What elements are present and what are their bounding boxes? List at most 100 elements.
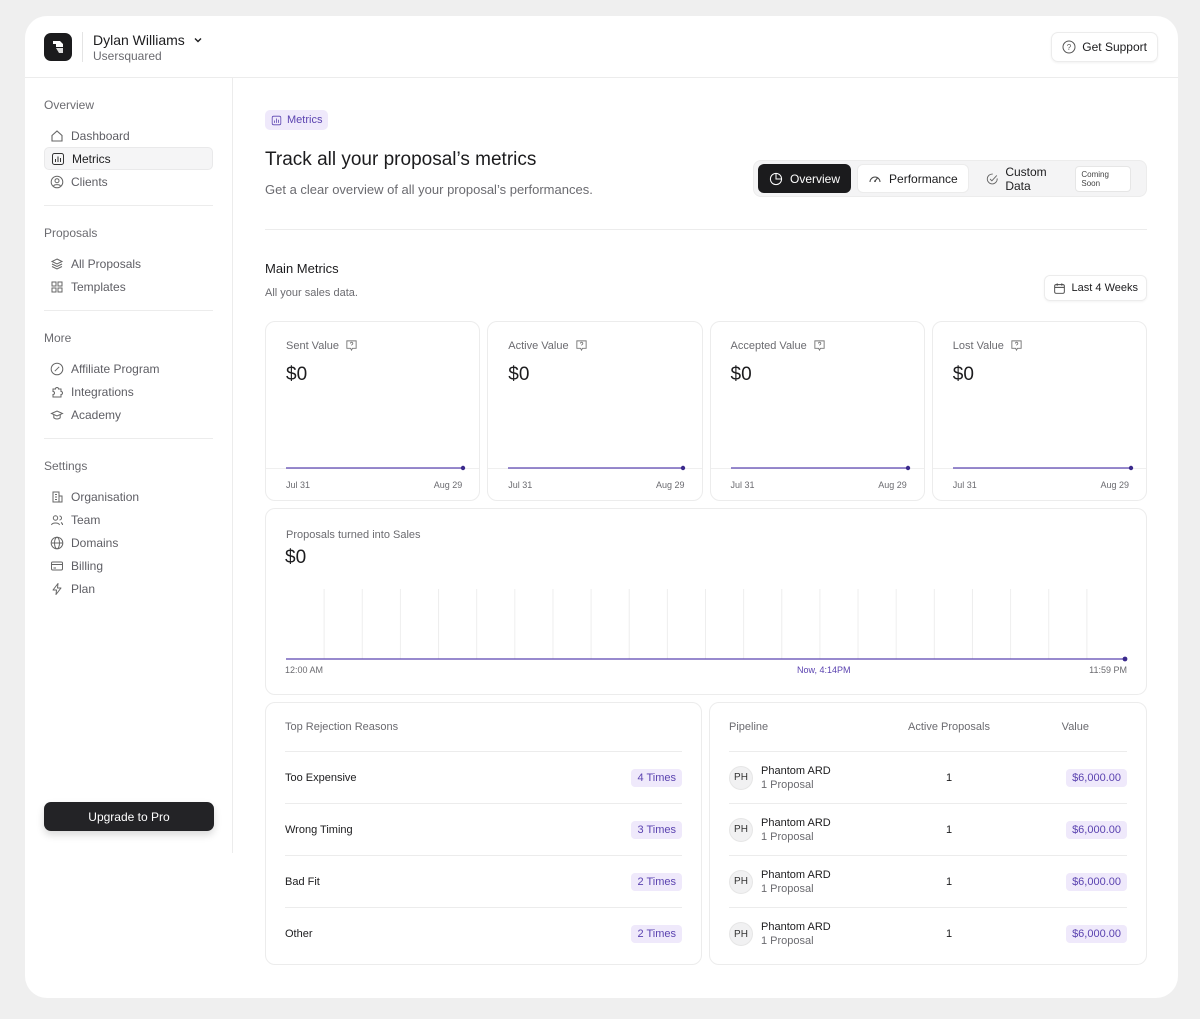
- list-item: Other 2 Times: [285, 908, 682, 960]
- pipeline-sub: 1 Proposal: [761, 882, 814, 895]
- table-row[interactable]: PH Phantom ARD 1 Proposal 1 $6,000.00: [729, 908, 1127, 960]
- puzzle-icon: [52, 386, 63, 397]
- graduation-cap-icon: [50, 409, 64, 419]
- page-title: Track all your proposal’s metrics: [265, 149, 537, 170]
- metric-card-sent: Sent Value $0 Jul 31 Aug 29: [265, 321, 481, 501]
- credit-card-icon: [51, 561, 63, 570]
- sidebar-item-organisation[interactable]: Organisation: [44, 485, 213, 508]
- app-window: Dylan Williams Usersquared ? Get Support…: [25, 16, 1178, 998]
- sidebar-item-label: Clients: [71, 174, 108, 189]
- table-row[interactable]: PH Phantom ARD 1 Proposal 1 $6,000.00: [729, 752, 1127, 804]
- check-circle-icon: [986, 173, 998, 184]
- sidebar-item-templates[interactable]: Templates: [44, 275, 213, 298]
- tab-label: Overview: [790, 171, 841, 186]
- help-message-icon[interactable]: [813, 339, 826, 352]
- rejection-list: Too Expensive 4 Times Wrong Timing 3 Tim…: [285, 752, 682, 960]
- sparkline: [286, 465, 466, 471]
- sidebar-item-affiliate-program[interactable]: Affiliate Program: [44, 357, 213, 380]
- user-switcher[interactable]: Dylan Williams Usersquared: [82, 32, 203, 63]
- sales-endpoint: [1122, 656, 1128, 662]
- avatar: PH: [729, 765, 753, 790]
- tab-performance[interactable]: Performance: [857, 164, 969, 193]
- sidebar-item-dashboard[interactable]: Dashboard: [44, 124, 213, 147]
- sidebar-item-all-proposals[interactable]: All Proposals: [44, 252, 213, 275]
- sales-label: Proposals turned into Sales: [286, 529, 421, 541]
- sidebar-item-label: All Proposals: [71, 256, 142, 271]
- chart-start-date: Jul 31: [508, 480, 533, 490]
- section-title: Main Metrics: [265, 261, 339, 276]
- sidebar-item-integrations[interactable]: Integrations: [44, 380, 213, 403]
- time-end: 11:59 PM: [1089, 665, 1127, 675]
- sidebar-item-label: Team: [71, 512, 101, 527]
- col-pipeline: Pipeline: [729, 721, 769, 733]
- pipeline-sub: 1 Proposal: [761, 830, 814, 843]
- time-start: 12:00 AM: [285, 665, 324, 675]
- sidebar-item-label: Templates: [71, 279, 126, 294]
- sidebar-item-plan[interactable]: Plan: [44, 577, 213, 600]
- sidebar-item-team[interactable]: Team: [44, 508, 213, 531]
- sidebar-item-billing[interactable]: Billing: [44, 554, 213, 577]
- tab-overview[interactable]: Overview: [758, 164, 852, 193]
- tab-label: Custom Data: [1005, 164, 1047, 193]
- value-badge: $6,000.00: [1066, 820, 1127, 839]
- group-title: Overview: [44, 98, 95, 112]
- pie-chart-icon: [769, 172, 783, 185]
- sidebar-item-label: Billing: [71, 558, 104, 573]
- sidebar-item-label: Organisation: [71, 489, 140, 504]
- sidebar-item-domains[interactable]: Domains: [44, 531, 213, 554]
- avatar: PH: [729, 817, 753, 842]
- table-row[interactable]: PH Phantom ARD 1 Proposal 1 $6,000.00: [729, 856, 1127, 908]
- count-badge: 4 Times: [631, 768, 682, 787]
- sidebar-item-label: Domains: [71, 535, 119, 550]
- pipeline-card: Pipeline Active Proposals Value PH Phant…: [709, 702, 1147, 965]
- metric-label: Active Value: [508, 339, 569, 352]
- active-count: 1: [945, 823, 953, 836]
- chart-end-date: Aug 29: [433, 480, 463, 490]
- sparkline: [730, 465, 910, 471]
- chart-icon: [52, 152, 64, 165]
- help-message-icon[interactable]: [1010, 339, 1023, 352]
- count-badge: 3 Times: [631, 820, 682, 839]
- metric-card-accepted: Accepted Value $0 Jul 31 Aug 29: [709, 321, 925, 501]
- pipeline-list: PH Phantom ARD 1 Proposal 1 $6,000.00 PH …: [729, 752, 1127, 960]
- sales-value: $0: [285, 547, 307, 568]
- sidebar-item-clients[interactable]: Clients: [44, 170, 213, 193]
- reason-label: Bad Fit: [285, 875, 320, 888]
- pipeline-sub: 1 Proposal: [761, 935, 814, 947]
- page-badge-label: Metrics: [287, 114, 323, 126]
- col-value: Value: [1061, 721, 1089, 733]
- grid-icon: [51, 281, 63, 292]
- get-support-button[interactable]: ? Get Support: [1051, 32, 1158, 62]
- date-range-button[interactable]: Last 4 Weeks: [1043, 275, 1147, 301]
- user-org: Usersquared: [93, 49, 162, 63]
- help-message-icon[interactable]: [345, 339, 358, 352]
- topbar: Dylan Williams Usersquared ? Get Support: [25, 16, 1178, 78]
- table-row[interactable]: PH Phantom ARD 1 Proposal 1 $6,000.00: [729, 804, 1127, 856]
- avatar: PH: [729, 869, 753, 894]
- sidebar-item-metrics[interactable]: Metrics: [44, 147, 213, 170]
- rejection-header: Top Rejection Reasons: [285, 703, 682, 752]
- upgrade-button[interactable]: Upgrade to Pro: [44, 802, 214, 831]
- help-message-icon[interactable]: [575, 339, 588, 352]
- chart-end-date: Aug 29: [655, 480, 685, 490]
- calendar-icon: [1053, 282, 1065, 294]
- nav-group-overview: Overview Dashboard Metrics Clients: [44, 78, 213, 193]
- page-subtitle: Get a clear overview of all your proposa…: [265, 182, 593, 197]
- app-logo[interactable]: [44, 33, 72, 61]
- active-count: 1: [945, 771, 953, 784]
- chart-end-date: Aug 29: [878, 480, 907, 490]
- sidebar: Overview Dashboard Metrics Clients Propo…: [25, 78, 233, 853]
- layers-icon: [50, 257, 64, 270]
- sidebar-item-label: Plan: [71, 581, 96, 596]
- metric-value: $0: [286, 364, 308, 385]
- sidebar-item-academy[interactable]: Academy: [44, 403, 213, 426]
- pipeline-name: Phantom ARD: [761, 921, 831, 933]
- reason-label: Wrong Timing: [285, 823, 353, 836]
- list-item: Bad Fit 2 Times: [285, 856, 682, 908]
- rejection-reasons-card: Top Rejection Reasons Too Expensive 4 Ti…: [265, 702, 702, 965]
- tab-custom-data[interactable]: Custom Data Coming Soon: [974, 164, 1142, 193]
- list-item: Too Expensive 4 Times: [285, 752, 682, 804]
- home-icon: [51, 129, 63, 142]
- user-circle-icon: [50, 175, 64, 188]
- pipeline-name: Phantom ARD: [761, 868, 831, 881]
